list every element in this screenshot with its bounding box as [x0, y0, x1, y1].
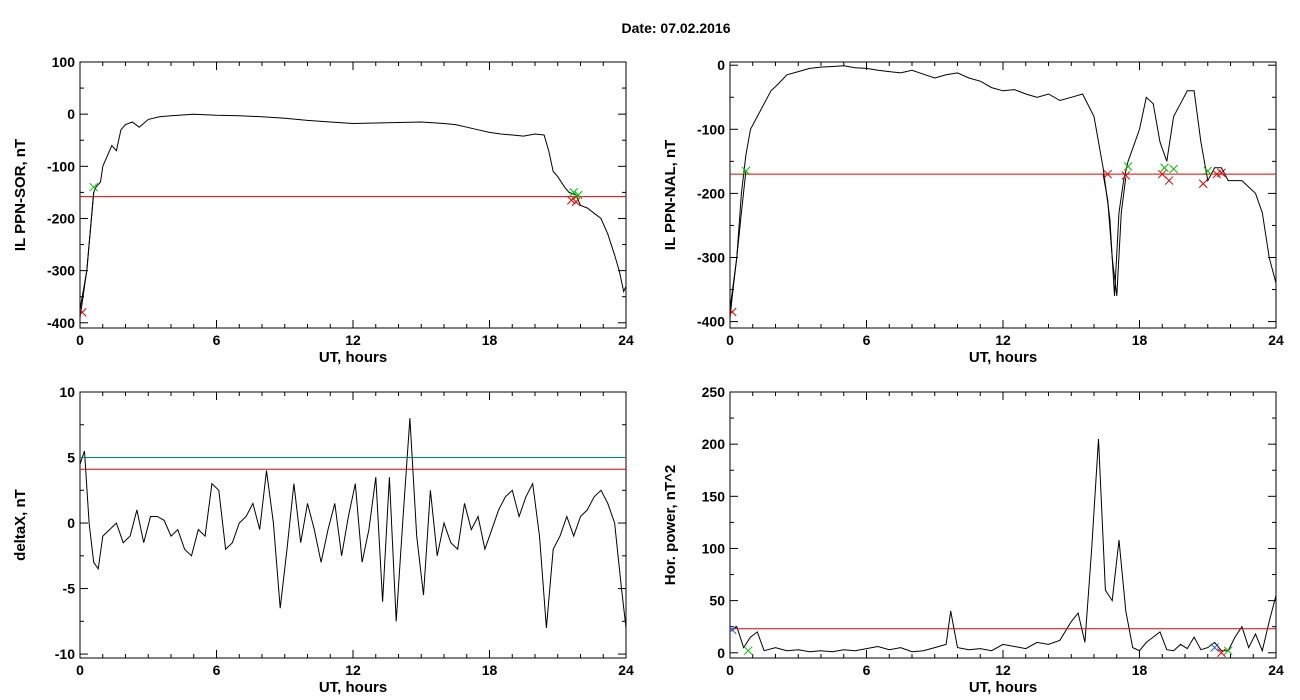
x-tick-label: 0 — [726, 332, 734, 348]
event-marker — [1103, 169, 1113, 179]
x-tick-label: 0 — [76, 662, 84, 678]
event-marker — [743, 646, 753, 656]
data-series-line — [80, 113, 626, 310]
y-tick-label: 250 — [702, 384, 726, 400]
x-tick-label: 12 — [995, 662, 1011, 678]
event-marker — [730, 625, 737, 635]
y-axis-label: Hor. power, nT^2 — [662, 465, 679, 585]
y-tick-label: -300 — [47, 263, 75, 279]
x-tick-label: 24 — [618, 662, 634, 678]
event-marker — [1160, 163, 1169, 173]
event-marker — [1223, 646, 1233, 656]
x-tick-label: 24 — [1268, 332, 1284, 348]
plot-area — [80, 113, 626, 318]
plot-area — [80, 418, 626, 628]
y-axis-label: IL PPN-NAL, nT — [662, 140, 679, 251]
x-tick-label: 6 — [213, 662, 221, 678]
event-marker — [1217, 168, 1226, 178]
y-tick-label: 150 — [702, 488, 726, 504]
y-tick-label: 5 — [67, 450, 75, 466]
x-axis-label: UT, hours — [319, 679, 387, 696]
x-axis-label: UT, hours — [319, 349, 387, 366]
event-marker — [730, 307, 737, 317]
y-tick-label: 0 — [717, 645, 725, 661]
plot-frame — [79, 391, 627, 659]
y-tick-label: -200 — [697, 185, 725, 201]
y-tick-label: 10 — [59, 384, 75, 400]
y-axis-label: IL PPN-SOR, nT — [12, 139, 29, 251]
y-tick-label: -400 — [47, 315, 75, 331]
y-tick-label: 100 — [52, 54, 76, 70]
x-tick-label: 18 — [482, 332, 498, 348]
highlight-series-line — [80, 192, 95, 318]
data-series-line — [80, 418, 626, 628]
x-tick-label: 24 — [1268, 662, 1284, 678]
highlight-series-line — [730, 170, 747, 319]
plot-area — [730, 438, 1276, 658]
x-tick-label: 12 — [995, 332, 1011, 348]
event-marker — [1210, 643, 1219, 652]
y-tick-label: -400 — [697, 314, 725, 330]
page-title: Date: 07.02.2016 — [622, 20, 731, 36]
event-marker — [567, 195, 576, 205]
y-tick-label: -300 — [697, 249, 725, 265]
y-tick-label: 0 — [67, 106, 75, 122]
event-marker — [1169, 164, 1178, 174]
panel-hor-power: 0 6 12 18 24 250 200 150 100 50 0 UT, hours Hor. pow… — [662, 384, 1284, 696]
event-marker — [573, 190, 583, 200]
x-tick-label: 18 — [1132, 662, 1148, 678]
event-marker — [1121, 171, 1131, 180]
x-tick-label: 0 — [726, 662, 734, 678]
event-marker — [569, 188, 579, 197]
event-marker — [1203, 166, 1213, 176]
y-tick-label: -100 — [697, 121, 725, 137]
plot-frame — [729, 391, 1277, 659]
plot-frame — [729, 61, 1277, 329]
y-axis-label: deltaX, nT — [12, 489, 29, 561]
plot-area — [730, 65, 1276, 319]
y-tick-label: 100 — [702, 540, 726, 556]
data-series-line — [730, 438, 1276, 653]
y-tick-label: -200 — [47, 210, 75, 226]
event-marker — [89, 182, 99, 192]
y-tick-label: -5 — [63, 581, 76, 597]
x-tick-label: 6 — [863, 332, 871, 348]
panel-ppn-sor: 0 6 12 18 24 100 0 -100 -200 -300 -400 UT, hours IL … — [12, 54, 634, 366]
event-marker — [1217, 648, 1226, 658]
y-tick-label: 200 — [702, 436, 726, 452]
event-marker — [80, 307, 87, 317]
y-tick-label: 0 — [67, 515, 75, 531]
plot-frame — [79, 61, 627, 329]
y-tick-label: -100 — [47, 158, 75, 174]
x-tick-label: 6 — [213, 332, 221, 348]
x-tick-label: 24 — [618, 332, 634, 348]
event-marker — [741, 166, 751, 176]
x-tick-label: 0 — [76, 332, 84, 348]
y-tick-label: 0 — [717, 57, 725, 73]
panel-deltax: 0 6 12 18 24 10 5 0 -5 -10 UT, hours deltaX, nT — [12, 384, 634, 696]
y-tick-label: -10 — [55, 646, 75, 662]
x-tick-label: 12 — [345, 662, 361, 678]
y-tick-label: 50 — [709, 593, 725, 609]
x-tick-label: 18 — [482, 662, 498, 678]
data-series-line — [730, 65, 1276, 309]
highlight-series-line — [1102, 174, 1127, 297]
x-tick-label: 18 — [1132, 332, 1148, 348]
x-axis-label: UT, hours — [969, 349, 1037, 366]
x-tick-label: 12 — [345, 332, 361, 348]
x-tick-label: 6 — [863, 662, 871, 678]
event-marker — [1123, 162, 1133, 171]
panel-ppn-nal: 0 6 12 18 24 0 -100 -200 -300 -400 UT, hours IL PPN… — [662, 57, 1284, 366]
x-axis-label: UT, hours — [969, 679, 1037, 696]
event-marker — [571, 197, 581, 207]
event-marker — [1164, 176, 1174, 185]
event-marker — [1198, 179, 1208, 189]
